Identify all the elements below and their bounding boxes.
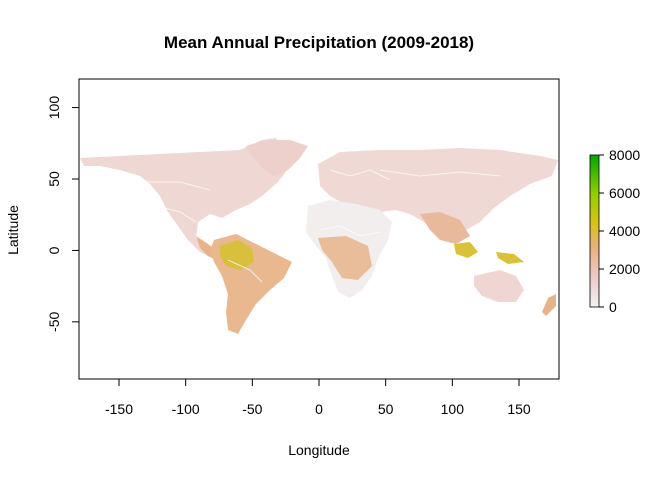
border-russia — [379, 169, 501, 177]
landmass-eurasia — [318, 148, 558, 236]
x-axis-label: Longitude — [288, 442, 350, 458]
x-tick-label: -150 — [105, 401, 133, 417]
x-tick-label: 150 — [507, 401, 531, 417]
y-axis-label: Latitude — [5, 205, 21, 255]
y-tick-label: -50 — [46, 312, 62, 332]
border-mexico — [149, 203, 197, 223]
region-central-africa — [318, 236, 372, 280]
border-south-america — [227, 259, 263, 283]
landmass-greenland — [246, 140, 308, 176]
region-maritime-se-asia-1 — [454, 242, 478, 258]
border-usa-canada — [100, 181, 211, 191]
region-amazon-wet — [220, 240, 254, 270]
border-africa — [319, 225, 381, 237]
landmass-north-america — [80, 138, 290, 258]
chart-title: Mean Annual Precipitation (2009-2018) — [164, 33, 474, 52]
landmass-new-zealand — [542, 294, 556, 316]
legend-tick-label: 2000 — [609, 261, 640, 277]
precipitation-raster — [80, 138, 558, 334]
x-axis: -150 -100 -50 0 50 100 150 — [105, 379, 531, 417]
legend-tick-label: 4000 — [609, 223, 640, 239]
legend-ticks: 0 2000 4000 6000 8000 — [599, 147, 640, 315]
region-south-asia — [420, 212, 470, 244]
legend-gradient — [589, 154, 600, 308]
legend-tick-label: 0 — [609, 299, 617, 315]
y-tick-label: 0 — [46, 246, 62, 254]
x-tick-label: -100 — [172, 401, 200, 417]
legend-colorbar: 0 2000 4000 6000 8000 — [589, 147, 640, 315]
y-tick-label: 50 — [46, 171, 62, 187]
x-tick-label: 100 — [441, 401, 465, 417]
legend-tick-label: 6000 — [609, 185, 640, 201]
region-maritime-se-asia-2 — [496, 252, 524, 264]
x-tick-label: 50 — [378, 401, 394, 417]
country-borders — [100, 169, 501, 283]
landmass-australia — [474, 270, 524, 302]
y-axis: -50 0 50 100 — [46, 96, 79, 332]
legend-tick-label: 8000 — [609, 147, 640, 163]
x-tick-label: -50 — [242, 401, 262, 417]
border-europe — [329, 169, 391, 181]
x-tick-label: 0 — [315, 401, 323, 417]
y-tick-label: 100 — [46, 96, 62, 120]
